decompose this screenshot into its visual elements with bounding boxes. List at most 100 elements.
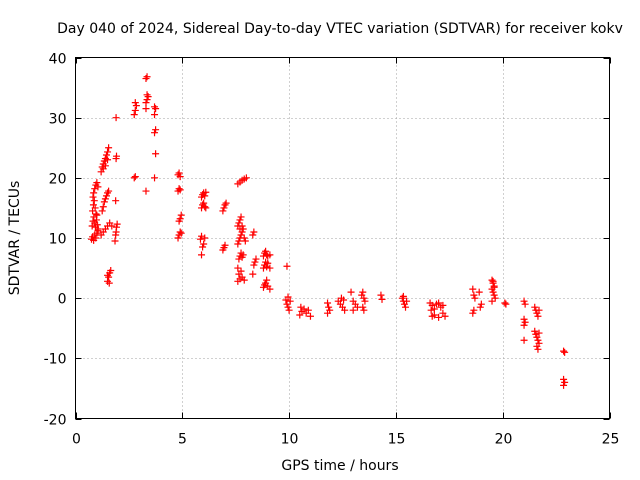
data-point [130, 174, 138, 182]
data-point [521, 318, 529, 326]
data-point [284, 303, 292, 311]
data-point [93, 179, 101, 187]
data-point [501, 299, 509, 307]
data-point [104, 271, 112, 279]
data-point [152, 126, 160, 134]
y-tick-label: 0 [58, 292, 67, 308]
data-point [347, 288, 355, 296]
data-point [132, 102, 140, 110]
data-point [399, 292, 407, 300]
data-point [340, 296, 348, 304]
data-point [105, 187, 113, 195]
x-tick-label: 5 [178, 432, 187, 448]
data-point [98, 207, 106, 215]
y-tick-label: 10 [49, 232, 67, 248]
data-point [377, 291, 385, 299]
data-point [91, 185, 99, 193]
data-point [151, 174, 159, 182]
data-point [360, 294, 368, 302]
data-point [560, 375, 568, 383]
data-point [104, 156, 112, 164]
data-point [325, 303, 333, 311]
grid-lines [75, 57, 610, 419]
data-point [89, 201, 97, 209]
data-point [94, 225, 102, 233]
x-axis-label: GPS time / hours [281, 458, 398, 474]
data-point [142, 75, 150, 83]
data-point [488, 297, 496, 305]
data-point [90, 189, 98, 197]
data-point [361, 297, 369, 305]
data-point [435, 299, 443, 307]
data-point [477, 300, 485, 308]
data-point [284, 293, 292, 301]
data-point [306, 312, 314, 320]
data-point [92, 210, 100, 218]
data-point [112, 114, 120, 122]
data-point [341, 306, 349, 314]
data-point [286, 297, 294, 305]
data-point [283, 262, 291, 270]
data-point [234, 264, 242, 272]
x-tick-label: 0 [72, 432, 81, 448]
data-point [249, 270, 257, 278]
data-point [430, 305, 438, 313]
data-point [201, 192, 209, 200]
y-tick-label: 20 [49, 172, 67, 188]
data-point [475, 288, 483, 296]
y-tick-label: -10 [44, 352, 67, 368]
data-point [237, 231, 245, 239]
data-point [112, 197, 120, 205]
x-tick-label: 15 [388, 432, 406, 448]
y-axis: -20 -10 0 10 20 30 40 [44, 52, 610, 429]
y-tick-label: 30 [49, 112, 67, 128]
data-point [378, 295, 386, 303]
data-point [359, 288, 367, 296]
data-point [435, 313, 443, 321]
data-point [174, 234, 182, 242]
data-point [469, 285, 477, 293]
y-tick-label: -20 [44, 413, 67, 429]
data-point [533, 333, 541, 341]
chart-title: Day 040 of 2024, Sidereal Day-to-day VTE… [57, 21, 623, 37]
data-point [502, 300, 510, 308]
data-point [89, 217, 97, 225]
data-point [221, 241, 229, 249]
data-point [535, 329, 543, 337]
data-point [89, 193, 97, 201]
data-point [283, 300, 291, 308]
data-point [131, 173, 139, 181]
data-point [234, 240, 242, 248]
data-point [176, 173, 184, 181]
data-point [220, 204, 228, 212]
data-point [131, 106, 139, 114]
data-point [561, 378, 569, 386]
data-point [100, 198, 108, 206]
data-point [236, 216, 244, 224]
data-points [88, 73, 569, 389]
data-point [236, 225, 244, 233]
data-point [151, 103, 159, 111]
data-point [198, 232, 206, 240]
data-point [439, 301, 447, 309]
data-point [533, 342, 541, 350]
y-tick-label: 40 [49, 52, 67, 68]
data-point [349, 306, 357, 314]
data-point [490, 283, 498, 291]
data-point [152, 105, 160, 113]
data-point [152, 150, 160, 158]
data-point [113, 223, 121, 231]
data-point [304, 306, 312, 314]
data-point [175, 185, 183, 193]
data-point [259, 264, 267, 272]
data-point [534, 345, 542, 353]
data-point [113, 152, 121, 160]
data-point [239, 251, 247, 259]
data-point [102, 192, 110, 200]
data-point [534, 312, 542, 320]
data-point [151, 129, 159, 137]
data-point [235, 219, 243, 227]
data-point [535, 306, 543, 314]
data-point [90, 197, 98, 205]
